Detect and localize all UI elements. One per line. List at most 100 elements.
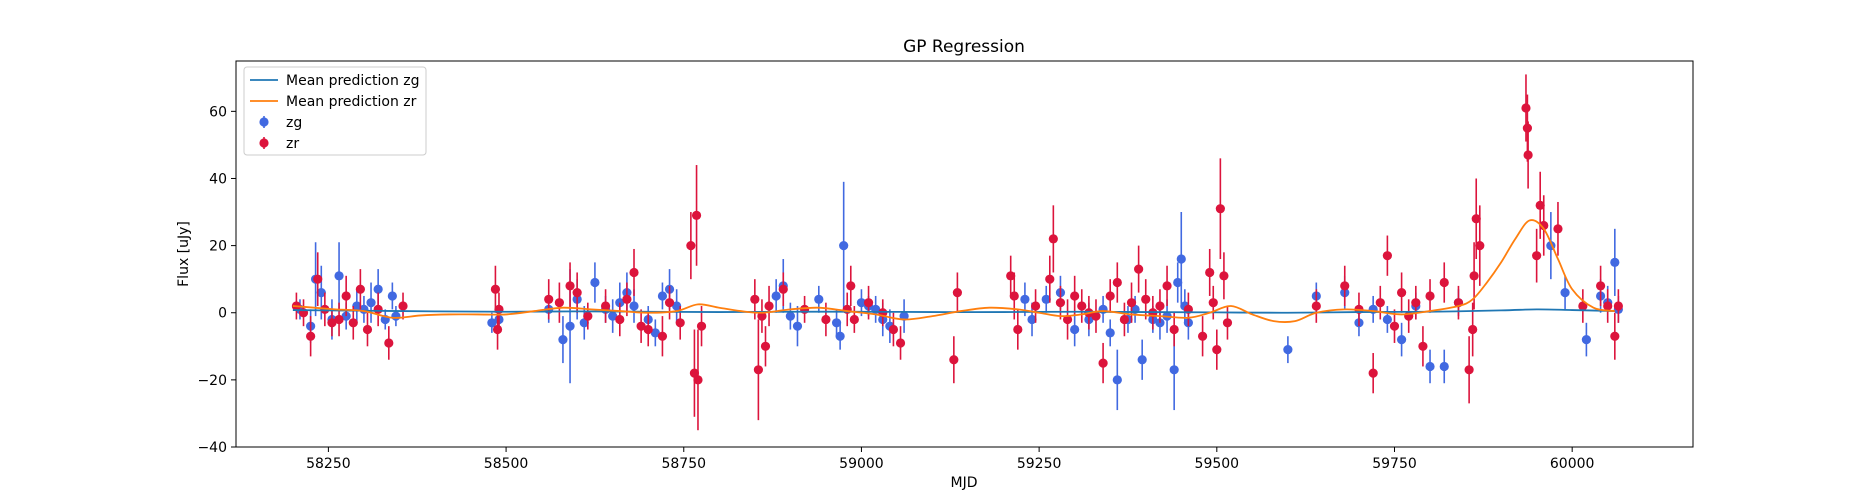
zr-data-point xyxy=(1112,277,1122,288)
zr-data-point xyxy=(1105,291,1115,301)
zr-data-point xyxy=(1048,234,1058,244)
plot-area xyxy=(291,74,1623,431)
zg-data-point xyxy=(814,294,824,304)
x-axis-label: MJD xyxy=(951,475,978,491)
zg-data-point xyxy=(391,311,401,321)
zg-data-point xyxy=(672,301,682,311)
zr-data-point xyxy=(757,311,767,321)
zr-data-point xyxy=(693,375,703,385)
zr-data-point xyxy=(657,331,668,341)
zr-data-point xyxy=(863,298,874,308)
zg-data-point xyxy=(565,321,575,331)
zr-data-point xyxy=(1425,291,1435,301)
zr-data-point xyxy=(629,267,639,278)
zr-data-point xyxy=(1469,271,1479,281)
zr-data-point xyxy=(1311,301,1321,311)
zg-data-point xyxy=(1105,328,1115,338)
zr-data-point xyxy=(1368,368,1378,378)
zr-data-point xyxy=(1141,294,1151,304)
zr-data-point xyxy=(398,301,408,311)
zr-data-point xyxy=(1126,298,1137,308)
zr-data-point xyxy=(492,324,503,335)
zg-data-point xyxy=(839,241,849,251)
zr-data-point xyxy=(572,288,582,298)
zr-data-point xyxy=(554,298,564,308)
zr-data-point xyxy=(1045,274,1055,284)
zr-data-point xyxy=(849,314,859,325)
zr-data-point xyxy=(1098,358,1108,368)
zr-data-point xyxy=(1062,314,1073,325)
zg-data-point xyxy=(1397,334,1407,345)
zr-data-point xyxy=(1418,341,1428,351)
zr-data-point xyxy=(355,284,365,294)
zr-data-point xyxy=(1055,298,1066,308)
x-tick-label: 59750 xyxy=(1372,456,1417,472)
y-tick-label: −40 xyxy=(197,440,227,456)
zr-data-point xyxy=(1013,324,1023,335)
zr-data-point xyxy=(675,318,685,328)
zr-data-point xyxy=(1222,318,1233,328)
zg-data-point xyxy=(373,284,383,294)
zg-data-point xyxy=(650,328,660,338)
zr-data-point xyxy=(1578,301,1588,311)
x-tick-label: 59250 xyxy=(1017,456,1062,472)
zg-data-point xyxy=(1283,345,1293,355)
zr-data-point xyxy=(1009,291,1019,301)
y-tick-label: 0 xyxy=(218,306,227,322)
zg-data-point xyxy=(1041,294,1051,304)
y-tick-label: 20 xyxy=(209,239,227,255)
zg-data-point xyxy=(1112,375,1122,385)
zr-data-point xyxy=(313,274,323,284)
zg-data-point xyxy=(1173,277,1183,288)
zr-data-point xyxy=(1613,301,1623,311)
zr-data-point xyxy=(1119,314,1130,325)
zr-data-point xyxy=(949,355,959,365)
zr-data-point xyxy=(636,321,646,331)
zr-data-point xyxy=(686,241,696,251)
zr-data-point xyxy=(643,324,653,335)
legend-mean-prediction-zg-label: Mean prediction zg xyxy=(286,73,420,89)
mean-prediction-zr-line xyxy=(292,219,1615,323)
zg-data-point xyxy=(657,291,668,301)
zr-data-point xyxy=(544,294,554,304)
zg-data-point xyxy=(1169,365,1179,375)
legend-zg-label: zg xyxy=(286,115,302,131)
zr-data-point xyxy=(1215,204,1225,214)
zr-data-point xyxy=(952,288,962,298)
zr-data-point xyxy=(1197,331,1208,341)
zr-data-point xyxy=(691,210,702,220)
zr-data-point xyxy=(1521,103,1531,113)
zg-data-point xyxy=(1070,324,1080,335)
plot-frame xyxy=(235,60,1694,448)
zr-data-point xyxy=(753,365,763,375)
zr-data-point xyxy=(1212,345,1222,355)
legend-zg-marker xyxy=(259,117,269,127)
zr-data-point xyxy=(1070,291,1080,301)
zg-data-point xyxy=(835,331,845,341)
zr-data-point xyxy=(760,341,771,351)
zr-data-point xyxy=(1603,301,1613,311)
zr-data-point xyxy=(1596,281,1606,291)
zr-data-point xyxy=(1162,281,1172,291)
zr-data-point xyxy=(764,301,774,311)
zg-data-point xyxy=(366,298,376,308)
legend-box xyxy=(243,66,427,156)
zr-data-point xyxy=(1091,311,1101,321)
zr-data-point xyxy=(341,291,351,301)
x-tick-label: 58500 xyxy=(484,456,529,472)
x-tick-label: 58750 xyxy=(661,456,706,472)
y-tick-label: −20 xyxy=(197,373,227,389)
zr-data-point xyxy=(1397,288,1407,298)
zg-data-point xyxy=(1560,288,1570,298)
zr-data-point xyxy=(1155,301,1165,311)
zr-data-point xyxy=(846,281,856,291)
zr-data-point xyxy=(490,284,501,294)
zr-data-point xyxy=(888,324,899,335)
zr-data-point xyxy=(1439,277,1449,288)
zg-data-point xyxy=(1439,361,1449,372)
zr-data-point xyxy=(1411,298,1421,308)
zr-data-point xyxy=(696,321,707,331)
zr-data-point xyxy=(1134,264,1144,274)
